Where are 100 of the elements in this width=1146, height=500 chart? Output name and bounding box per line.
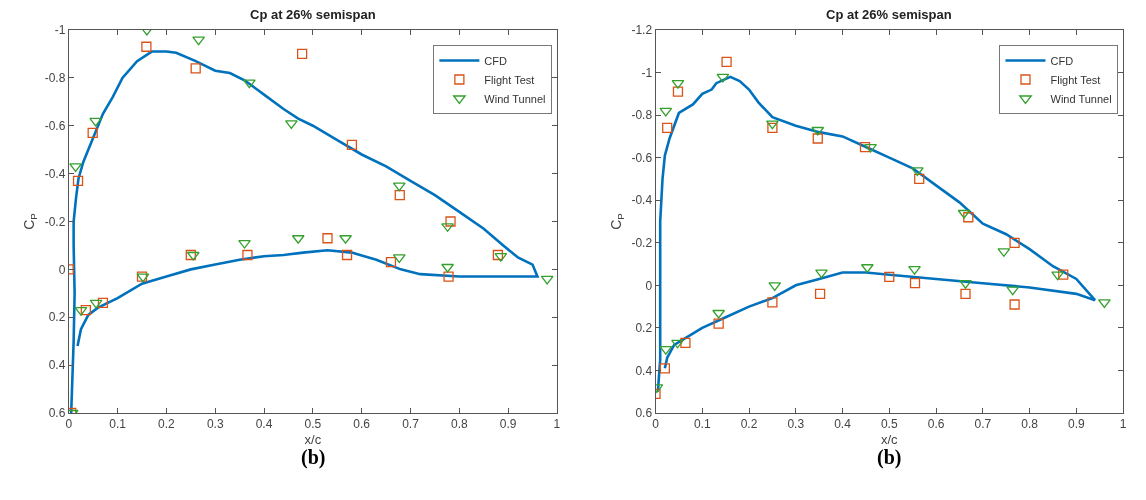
point — [341, 249, 353, 261]
y-tick-label: 0 — [645, 278, 653, 293]
y-tick-label: 0.2 — [635, 321, 653, 336]
x-tick-label: 1 — [1119, 417, 1127, 432]
point — [87, 127, 98, 139]
point — [72, 175, 84, 186]
point — [394, 190, 405, 201]
y-tick-label: 0.6 — [48, 406, 66, 421]
y-tick-label: -0.6 — [44, 118, 66, 133]
point — [1009, 299, 1020, 310]
point — [186, 251, 200, 261]
x-tick-label: 0.9 — [1067, 417, 1085, 432]
point — [242, 79, 256, 89]
point — [385, 257, 397, 268]
point — [242, 249, 253, 261]
point — [812, 133, 823, 144]
point — [716, 73, 730, 83]
point — [69, 163, 83, 173]
y-tick-label: -0.8 — [631, 108, 653, 123]
x-tick-label: 0.4 — [255, 417, 273, 432]
point — [74, 306, 88, 316]
legend-label: CFD — [1050, 54, 1074, 67]
x-tick-label: 0.3 — [787, 417, 805, 432]
x-tick-label: 0.8 — [1021, 417, 1039, 432]
x-tick-label: 0.5 — [880, 417, 898, 432]
point — [1097, 299, 1111, 309]
y-tick-label: -0.4 — [44, 166, 66, 181]
point — [713, 318, 724, 329]
point — [192, 36, 206, 46]
point — [659, 363, 671, 374]
y-tick-label: 0.4 — [635, 363, 653, 378]
point — [441, 263, 455, 273]
y-tick-label: -0.2 — [631, 235, 653, 250]
point — [492, 249, 504, 261]
text: (b) — [877, 446, 902, 469]
point — [884, 271, 895, 282]
y-tick-label: 0 — [58, 262, 66, 277]
point — [957, 209, 971, 219]
x-tick-label: 0.3 — [206, 417, 224, 432]
point — [767, 297, 778, 308]
point — [392, 182, 406, 192]
x-tick-label: 0.9 — [499, 417, 517, 432]
text: (b) — [301, 446, 326, 469]
chart-title: Cp at 26% semispan — [826, 7, 952, 22]
y-tick-label: -0.4 — [631, 193, 653, 208]
point — [811, 126, 825, 136]
point — [238, 239, 251, 249]
point — [443, 271, 454, 282]
point — [767, 122, 778, 134]
y-tick-label: -0.8 — [44, 71, 66, 86]
y-tick-label: 0.4 — [48, 358, 66, 373]
legend-label: Wind Tunnel — [484, 92, 546, 105]
legend-label: Flight Test — [484, 73, 535, 86]
y-tick-label: -1 — [54, 23, 66, 38]
point — [671, 339, 684, 349]
point — [712, 309, 726, 319]
point — [662, 122, 673, 134]
point — [721, 56, 732, 68]
x-tick-label: 0.5 — [304, 417, 322, 432]
point — [190, 63, 201, 74]
point — [659, 107, 673, 117]
point — [540, 275, 554, 285]
point — [680, 337, 691, 348]
point — [89, 299, 103, 309]
point — [765, 120, 779, 130]
y-tick-label: -0.6 — [631, 150, 653, 165]
point — [1006, 286, 1020, 296]
y-tick-label: -0.2 — [44, 214, 66, 229]
x-tick-label: 0.7 — [974, 417, 992, 432]
x-tick-label: 0.1 — [693, 417, 711, 432]
point — [672, 86, 684, 97]
x-axis-title: x/c — [304, 432, 322, 447]
x-tick-label: 1 — [553, 417, 561, 432]
legend-label: CFD — [484, 54, 508, 67]
point — [97, 297, 109, 309]
legend-label: Flight Test — [1050, 73, 1101, 86]
point — [814, 288, 826, 299]
point — [815, 269, 828, 279]
point — [141, 41, 152, 52]
x-tick-label: 0.4 — [834, 417, 852, 432]
point — [185, 249, 196, 261]
point — [963, 212, 974, 223]
point — [1051, 271, 1065, 281]
point — [392, 254, 406, 264]
x-axis-title: x/c — [880, 432, 899, 447]
point — [859, 141, 871, 153]
point — [1058, 269, 1069, 280]
point — [284, 120, 298, 130]
point — [296, 48, 308, 60]
point — [80, 304, 91, 316]
x-tick-label: 0.6 — [927, 417, 945, 432]
point — [445, 216, 456, 227]
point — [910, 167, 924, 177]
point — [346, 139, 358, 151]
point — [914, 173, 925, 185]
point — [864, 143, 878, 153]
x-tick-label: 0.1 — [109, 417, 127, 432]
x-tick-label: 0.6 — [353, 417, 371, 432]
y-tick-label: -1 — [641, 65, 653, 80]
point — [322, 233, 333, 244]
